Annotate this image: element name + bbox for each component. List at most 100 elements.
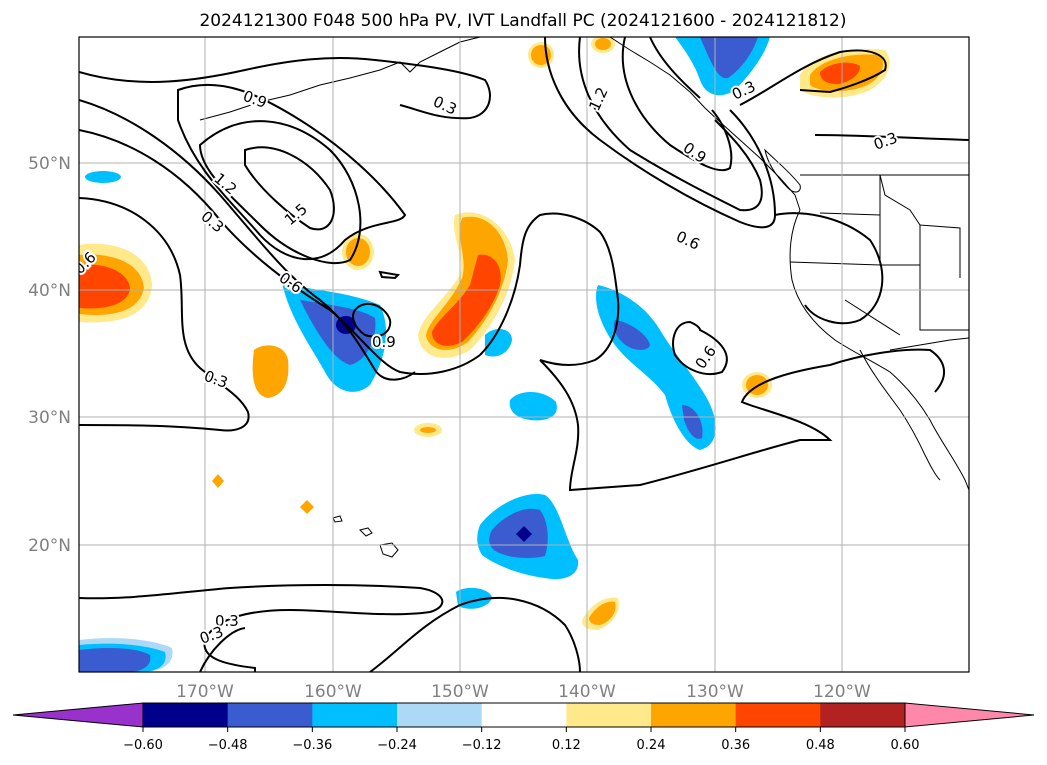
colorbar-segment [481,703,567,727]
colorbar-segments [13,703,1034,727]
state-border [879,174,921,226]
contour-label: 0.9 [372,333,396,351]
positive-anomaly-region [346,238,370,266]
colorbar-tick-label: −0.12 [462,738,502,753]
colorbar-tick-label: 0.60 [891,738,920,753]
pv-contour [79,57,491,120]
colorbar-segment [227,703,313,727]
negative-anomaly-region [300,300,376,365]
lon-label: 150°W [431,682,489,702]
pv-contour [378,270,401,280]
colorbar: −0.60 −0.48 −0.36 −0.24 −0.12 0.12 0.24 0.36 0.4… [12,702,1035,753]
lon-label: 120°W [813,682,871,702]
lat-label: 20°N [28,536,71,556]
pv-contour [539,348,945,492]
baja-coast [859,349,941,481]
pv-contour [544,37,777,229]
map-title: 2024121300 F048 500 hPa PV, IVT Landfall… [199,11,846,31]
coastlines [199,37,969,558]
hawaii-maui [359,527,373,537]
lat-label: 50°N [28,154,71,174]
pv-contour [578,37,763,212]
colorbar-tick-label: −0.60 [123,738,163,753]
pv-contour [649,37,701,99]
pv-contour [672,320,728,375]
alaska-coastline [199,37,481,121]
hawaii-island [379,542,399,558]
colorbar-segment [143,703,229,727]
pv-contour [198,120,362,265]
pv-contour [369,597,581,672]
positive-anomaly-region [595,38,611,50]
positive-anomaly-region [432,254,501,346]
pv-contour [199,627,246,672]
pv-contour [79,129,481,375]
colorbar-tick-label: −0.24 [377,738,417,753]
colorbar-ticks: −0.60 −0.48 −0.36 −0.24 −0.12 0.12 0.24 0.36 0.4… [123,727,919,753]
lon-label: 170°W [176,682,234,702]
pv-contour [79,197,250,432]
pv-contour [79,584,444,672]
negative-anomaly-region [613,320,650,350]
us-mexico-border [889,337,969,351]
lat-label: 40°N [28,281,71,301]
pv-contour [479,212,620,366]
positive-anomaly-region [300,500,314,514]
lon-label: 130°W [686,682,744,702]
colorbar-segment [651,703,737,727]
lon-label: 140°W [558,682,616,702]
negative-anomaly-region [509,391,557,421]
pv-contour [814,134,969,141]
pv-contour [774,212,884,325]
pv-contours [79,37,969,672]
negative-anomaly-region [79,647,151,672]
negative-anomaly-region [682,405,703,439]
pv-contour [739,49,887,106]
colorbar-tick-label: 0.12 [552,738,581,753]
colorbar-extend-min [13,703,143,727]
colorbar-tick-label: −0.36 [292,738,332,753]
pv-contour [79,99,416,381]
map-background [79,37,969,672]
lon-label: 160°W [304,682,362,702]
negative-anomaly-region [516,526,532,542]
colorbar-tick-label: 0.48 [806,738,835,753]
gridlines [79,37,969,672]
shaded-field [79,37,890,672]
latitude-labels: 50°N 40°N 30°N 20°N [28,154,71,556]
west-coast [789,209,969,491]
negative-anomaly-region [485,328,512,357]
positive-anomaly-region [79,264,130,309]
map-frame [78,36,970,673]
colorbar-tick-label: 0.24 [637,738,666,753]
state-border [919,265,969,331]
alaska-panhandle [609,37,801,211]
colorbar-segment [566,703,652,727]
pv-contour [177,83,407,261]
vancouver-island [764,148,801,193]
lat-label: 30°N [28,408,71,428]
positive-anomaly-region [252,345,289,398]
longitude-labels: 170°W 160°W 150°W 140°W 130°W 120°W [176,682,871,702]
pv-contour [244,146,335,231]
hawaii-oahu [332,515,343,523]
pv-contour [352,302,392,338]
state-border [844,299,901,336]
colorbar-outline [142,702,906,728]
positive-anomaly-region [212,474,224,488]
colorbar-segment [397,703,483,727]
colorbar-segment [735,703,821,727]
colorbar-extend-max [905,703,1034,727]
colorbar-segment [312,703,398,727]
positive-anomaly-region [820,62,860,84]
pv-contour [621,37,733,172]
negative-anomaly-region [85,171,121,183]
colorbar-segment [820,703,906,727]
colorbar-tick-label: −0.48 [208,738,248,753]
contour-label: 0.3 [215,612,239,630]
positive-anomaly-region [420,427,436,433]
positive-anomaly-region [589,601,616,625]
map-panel: 0.9 0.3 1.2 1.2 1.5 0.3 0.3 0.6 0.9 0.6 … [78,36,970,673]
colorbar-tick-label: 0.36 [721,738,750,753]
